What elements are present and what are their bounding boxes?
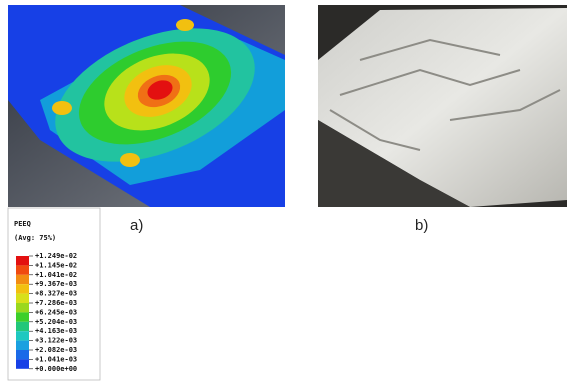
legend-label: +1.041e-02 bbox=[35, 271, 77, 279]
legend-label: +1.145e-02 bbox=[35, 261, 77, 269]
legend-swatch bbox=[16, 322, 29, 331]
panel-label: b) bbox=[415, 217, 428, 234]
legend-label: +5.204e-03 bbox=[35, 318, 77, 326]
legend-swatch bbox=[16, 331, 29, 340]
legend-label: +6.245e-03 bbox=[35, 308, 77, 316]
legend-label: +3.122e-03 bbox=[35, 337, 77, 345]
legend-label: +1.041e-03 bbox=[35, 355, 77, 363]
legend-subtitle: (Avg: 75%) bbox=[14, 234, 56, 242]
panel-label: a) bbox=[130, 217, 143, 234]
legend-swatch bbox=[16, 312, 29, 321]
legend-label: +9.367e-03 bbox=[35, 280, 77, 288]
figure-canvas: a) b) PEEQ (Avg: 75%) +1.249e-02+1.145e-… bbox=[0, 0, 571, 381]
legend-title: PEEQ bbox=[14, 220, 31, 228]
legend-swatch bbox=[16, 350, 29, 359]
legend-label: +4.163e-03 bbox=[35, 327, 77, 335]
legend-swatch bbox=[16, 284, 29, 293]
legend-label: +0.000e+00 bbox=[35, 365, 77, 373]
legend-label: +2.082e-03 bbox=[35, 346, 77, 354]
legend-label: +1.249e-02 bbox=[35, 252, 77, 260]
legend-swatch bbox=[16, 303, 29, 312]
legend-label: +7.286e-03 bbox=[35, 299, 77, 307]
legend-label: +8.327e-03 bbox=[35, 290, 77, 298]
legend-swatch bbox=[16, 359, 29, 368]
legend-swatch bbox=[16, 265, 29, 274]
fe-contour-image bbox=[8, 2, 285, 207]
legend-swatch bbox=[16, 275, 29, 284]
legend-swatch bbox=[16, 341, 29, 350]
figure: a) b) PEEQ (Avg: 75%) +1.249e-02+1.145e-… bbox=[0, 0, 571, 381]
legend-swatch bbox=[16, 256, 29, 265]
legend-swatch bbox=[16, 294, 29, 303]
photo-image bbox=[318, 5, 567, 207]
legend-scale: +1.249e-02+1.145e-02 +1.041e-02+9.367e-03… bbox=[16, 252, 77, 373]
